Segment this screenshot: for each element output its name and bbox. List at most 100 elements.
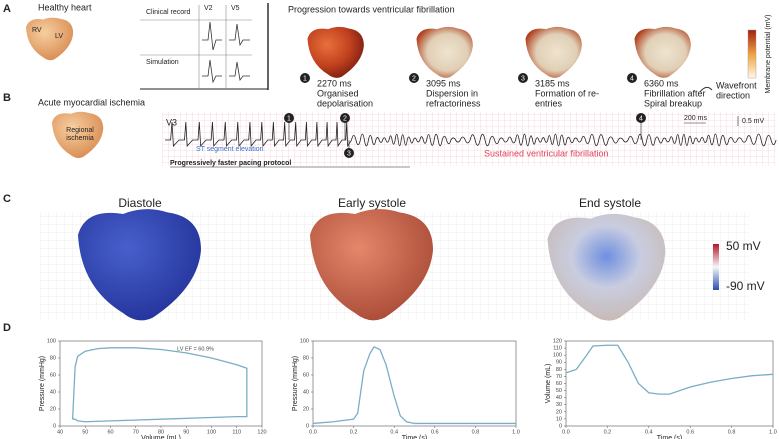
y-tick-label: 60 xyxy=(303,372,309,378)
state-title: Diastole xyxy=(118,196,162,210)
y-tick-label: 0 xyxy=(53,423,56,429)
x-tick-label: 40 xyxy=(57,429,63,435)
state-title: Early systole xyxy=(338,196,406,210)
heart-image xyxy=(416,26,473,78)
colorbar-label: 50 mV xyxy=(726,239,761,253)
markers: 1 2 3 4 xyxy=(284,113,646,158)
marker-badge xyxy=(636,113,646,123)
stage-text: refractoriness xyxy=(426,98,481,108)
heart-image xyxy=(634,26,691,78)
stage-time: 6360 ms xyxy=(644,78,679,88)
x-tick-label: 50 xyxy=(82,429,88,435)
heart-image xyxy=(26,17,74,61)
stage-number: 4 xyxy=(630,75,634,82)
x-tick-label: 70 xyxy=(133,429,139,435)
heart-label: ischemia xyxy=(66,135,94,142)
stage-text: Organised xyxy=(317,88,359,98)
stage-time: 3095 ms xyxy=(426,78,461,88)
y-tick-label: 40 xyxy=(556,395,562,401)
y-tick-label: 70 xyxy=(556,374,562,380)
lead-label: V3 xyxy=(166,117,177,127)
plot-area xyxy=(312,340,517,427)
marker-badge xyxy=(344,148,354,158)
charts: 40 50 60 70 80 90 100 110 120020406080100Volume … xyxy=(39,338,777,439)
annotation: ST segment elevation xyxy=(196,146,264,153)
y-tick-label: 0 xyxy=(306,423,309,429)
marker-number: 3 xyxy=(347,150,351,157)
section-title: Progression towards ventricular fibrilla… xyxy=(288,4,455,14)
y-tick-label: 60 xyxy=(50,372,56,378)
x-tick-label: 0.4 xyxy=(645,429,653,435)
marker-number: 2 xyxy=(343,115,347,122)
y-tick-label: 80 xyxy=(556,367,562,373)
line-series xyxy=(565,344,774,395)
y-tick-label: 30 xyxy=(556,402,562,408)
y-tick-label: 100 xyxy=(47,338,56,344)
colorbar xyxy=(747,29,757,79)
y-axis-label: Pressure (mmHg) xyxy=(292,356,299,411)
caption: Healthy heart xyxy=(38,2,92,12)
panel-label: C xyxy=(3,193,11,205)
stage-badge xyxy=(518,73,528,83)
caption: Simulation xyxy=(146,59,179,66)
colorbar-label: -90 mV xyxy=(726,279,765,293)
y-tick-label: 40 xyxy=(303,389,309,395)
caption: Clinical record xyxy=(146,9,190,16)
stage-time: 3185 ms xyxy=(535,78,570,88)
panel-label: D xyxy=(3,322,11,334)
stage-badge xyxy=(627,73,637,83)
caption: direction xyxy=(716,90,750,100)
x-tick-label: 110 xyxy=(232,429,241,435)
y-axis-label: Pressure (mmHg) xyxy=(39,356,46,411)
heart-label: Regional xyxy=(66,127,94,134)
x-tick-label: 0.8 xyxy=(472,429,480,435)
y-tick-label: 60 xyxy=(556,381,562,387)
y-tick-label: 20 xyxy=(50,406,56,412)
x-tick-label: 1.0 xyxy=(769,429,777,435)
x-tick-label: 0.8 xyxy=(728,429,736,435)
x-tick-label: 0.6 xyxy=(431,429,439,435)
stage-text: entries xyxy=(535,98,563,108)
x-axis-label: Time (s) xyxy=(402,435,427,439)
x-tick-label: 1.0 xyxy=(512,429,520,435)
colorbar-label: Membrane potential (mV) xyxy=(765,15,772,94)
ecg-trace xyxy=(202,21,250,84)
scale-label: 200 ms xyxy=(684,115,707,122)
x-tick-label: 0.0 xyxy=(562,429,570,435)
scale-bar xyxy=(684,116,739,126)
lead-label: V2 xyxy=(204,5,213,12)
plot-area xyxy=(565,340,774,427)
heart-image xyxy=(307,26,364,78)
stage-text: Dispersion in xyxy=(426,88,478,98)
y-tick-label: 100 xyxy=(300,338,309,344)
panel-label: A xyxy=(3,3,11,15)
y-tick-label: 80 xyxy=(303,355,309,361)
stage-text: depolarisation xyxy=(317,98,373,108)
y-tick-label: 80 xyxy=(50,355,56,361)
marker-badge xyxy=(340,113,350,123)
stage-number: 3 xyxy=(521,75,525,82)
x-tick-label: 80 xyxy=(158,429,164,435)
x-axis-label: Volume (mL) xyxy=(141,435,181,439)
arrow xyxy=(699,86,713,93)
caption: Wavefront xyxy=(716,80,757,90)
lead-label: V5 xyxy=(231,5,240,12)
colorbar xyxy=(713,244,719,290)
plot-area xyxy=(59,340,263,427)
y-tick-label: 90 xyxy=(556,360,562,366)
heart-label: LV xyxy=(55,33,63,40)
y-tick-label: 100 xyxy=(553,353,562,359)
y-tick-label: 10 xyxy=(556,416,562,422)
y-tick-label: 120 xyxy=(553,338,562,344)
line-series xyxy=(312,346,516,425)
heart-label: RV xyxy=(32,27,42,34)
caption: Acute myocardial ischemia xyxy=(38,97,145,107)
y-tick-label: 20 xyxy=(556,409,562,415)
x-tick-label: 100 xyxy=(207,429,216,435)
x-tick-label: 0.2 xyxy=(604,429,612,435)
stage-time: 2270 ms xyxy=(317,78,352,88)
y-tick-label: 0 xyxy=(559,423,562,429)
panel-label: B xyxy=(3,92,11,104)
